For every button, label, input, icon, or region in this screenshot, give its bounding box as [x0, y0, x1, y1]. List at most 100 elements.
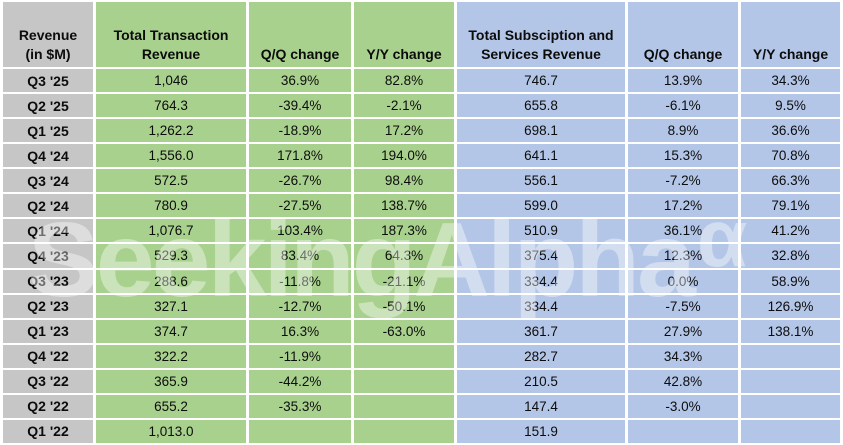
quarter-label: Q2 '25: [3, 94, 93, 118]
transaction-qq-change: 83.4%: [249, 244, 351, 268]
subscription-yy-change: 36.6%: [741, 119, 840, 143]
table-row: Q2 '23 327.1 -12.7% -50.1% 334.4 -7.5% 1…: [3, 294, 840, 318]
transaction-qq-change: 16.3%: [249, 319, 351, 343]
transaction-qq-change: [249, 419, 351, 443]
subscription-revenue-value: 334.4: [457, 269, 625, 293]
subscription-yy-change: 58.9%: [741, 269, 840, 293]
subscription-revenue-value: 556.1: [457, 169, 625, 193]
transaction-yy-change: 194.0%: [354, 144, 454, 168]
col-header-subscription-revenue: Total Subsciption and Services Revenue: [457, 2, 625, 67]
transaction-yy-change: 82.8%: [354, 69, 454, 93]
col-header-transaction-yy: Y/Y change: [354, 2, 454, 67]
transaction-qq-change: 171.8%: [249, 144, 351, 168]
transaction-revenue-value: 1,556.0: [96, 144, 246, 168]
quarter-label: Q2 '23: [3, 294, 93, 318]
subscription-revenue-value: 147.4: [457, 394, 625, 418]
subscription-yy-change: 66.3%: [741, 169, 840, 193]
subscription-yy-change: 41.2%: [741, 219, 840, 243]
subscription-qq-change: -6.1%: [628, 94, 738, 118]
subscription-yy-change: [741, 419, 840, 443]
subscription-qq-change: 34.3%: [628, 344, 738, 368]
subscription-revenue-value: 510.9: [457, 219, 625, 243]
subscription-qq-change: 8.9%: [628, 119, 738, 143]
subscription-revenue-value: 746.7: [457, 69, 625, 93]
table-row: Q3 '25 1,046 36.9% 82.8% 746.7 13.9% 34.…: [3, 69, 840, 93]
transaction-qq-change: -44.2%: [249, 369, 351, 393]
quarter-label: Q3 '24: [3, 169, 93, 193]
quarter-label: Q1 '24: [3, 219, 93, 243]
table-row: Q4 '22 322.2 -11.9% 282.7 34.3%: [3, 344, 840, 368]
subscription-yy-change: [741, 394, 840, 418]
subscription-qq-change: 13.9%: [628, 69, 738, 93]
quarter-label: Q4 '24: [3, 144, 93, 168]
transaction-qq-change: -18.9%: [249, 119, 351, 143]
table-row: Q2 '22 655.2 -35.3% 147.4 -3.0%: [3, 394, 840, 418]
subscription-revenue-value: 375.4: [457, 244, 625, 268]
quarter-label: Q4 '22: [3, 344, 93, 368]
table-row: Q3 '23 288.6 -11.8% -21.1% 334.4 0.0% 58…: [3, 269, 840, 293]
transaction-yy-change: -2.1%: [354, 94, 454, 118]
transaction-yy-change: -21.1%: [354, 269, 454, 293]
subscription-yy-change: 126.9%: [741, 294, 840, 318]
transaction-revenue-value: 780.9: [96, 194, 246, 218]
transaction-revenue-value: 288.6: [96, 269, 246, 293]
subscription-revenue-value: 641.1: [457, 144, 625, 168]
transaction-yy-change: [354, 344, 454, 368]
col-header-revenue-in-m: Revenue (in $M): [3, 2, 93, 67]
transaction-yy-change: 64.3%: [354, 244, 454, 268]
table-body: Q3 '25 1,046 36.9% 82.8% 746.7 13.9% 34.…: [3, 69, 840, 443]
quarter-label: Q3 '22: [3, 369, 93, 393]
col-header-transaction-qq: Q/Q change: [249, 2, 351, 67]
transaction-revenue-value: 365.9: [96, 369, 246, 393]
subscription-yy-change: 70.8%: [741, 144, 840, 168]
transaction-revenue-value: 1,013.0: [96, 419, 246, 443]
transaction-revenue-value: 764.3: [96, 94, 246, 118]
subscription-qq-change: -3.0%: [628, 394, 738, 418]
col-header-subscription-qq: Q/Q change: [628, 2, 738, 67]
transaction-yy-change: 187.3%: [354, 219, 454, 243]
table-row: Q3 '22 365.9 -44.2% 210.5 42.8%: [3, 369, 840, 393]
subscription-yy-change: 138.1%: [741, 319, 840, 343]
quarter-label: Q1 '23: [3, 319, 93, 343]
subscription-yy-change: 32.8%: [741, 244, 840, 268]
subscription-revenue-value: 151.9: [457, 419, 625, 443]
transaction-revenue-value: 322.2: [96, 344, 246, 368]
transaction-revenue-value: 327.1: [96, 294, 246, 318]
quarter-label: Q3 '25: [3, 69, 93, 93]
transaction-yy-change: 98.4%: [354, 169, 454, 193]
transaction-qq-change: -35.3%: [249, 394, 351, 418]
subscription-qq-change: -7.5%: [628, 294, 738, 318]
table-row: Q1 '24 1,076.7 103.4% 187.3% 510.9 36.1%…: [3, 219, 840, 243]
transaction-revenue-value: 529.3: [96, 244, 246, 268]
quarter-label: Q3 '23: [3, 269, 93, 293]
transaction-qq-change: 103.4%: [249, 219, 351, 243]
subscription-qq-change: [628, 419, 738, 443]
subscription-qq-change: 17.2%: [628, 194, 738, 218]
subscription-revenue-value: 655.8: [457, 94, 625, 118]
transaction-yy-change: [354, 369, 454, 393]
subscription-revenue-value: 698.1: [457, 119, 625, 143]
subscription-yy-change: [741, 344, 840, 368]
quarter-label: Q2 '24: [3, 194, 93, 218]
transaction-qq-change: -39.4%: [249, 94, 351, 118]
subscription-yy-change: 34.3%: [741, 69, 840, 93]
transaction-yy-change: [354, 394, 454, 418]
table-row: Q2 '25 764.3 -39.4% -2.1% 655.8 -6.1% 9.…: [3, 94, 840, 118]
subscription-qq-change: 27.9%: [628, 319, 738, 343]
subscription-qq-change: -7.2%: [628, 169, 738, 193]
transaction-yy-change: 17.2%: [354, 119, 454, 143]
transaction-revenue-value: 572.5: [96, 169, 246, 193]
subscription-yy-change: 9.5%: [741, 94, 840, 118]
subscription-yy-change: 79.1%: [741, 194, 840, 218]
subscription-revenue-value: 282.7: [457, 344, 625, 368]
transaction-qq-change: -12.7%: [249, 294, 351, 318]
quarter-label: Q1 '22: [3, 419, 93, 443]
table-row: Q1 '23 374.7 16.3% -63.0% 361.7 27.9% 13…: [3, 319, 840, 343]
transaction-yy-change: -63.0%: [354, 319, 454, 343]
subscription-qq-change: 42.8%: [628, 369, 738, 393]
subscription-revenue-value: 361.7: [457, 319, 625, 343]
col-header-subscription-yy: Y/Y change: [741, 2, 840, 67]
table-row: Q2 '24 780.9 -27.5% 138.7% 599.0 17.2% 7…: [3, 194, 840, 218]
transaction-qq-change: -11.8%: [249, 269, 351, 293]
